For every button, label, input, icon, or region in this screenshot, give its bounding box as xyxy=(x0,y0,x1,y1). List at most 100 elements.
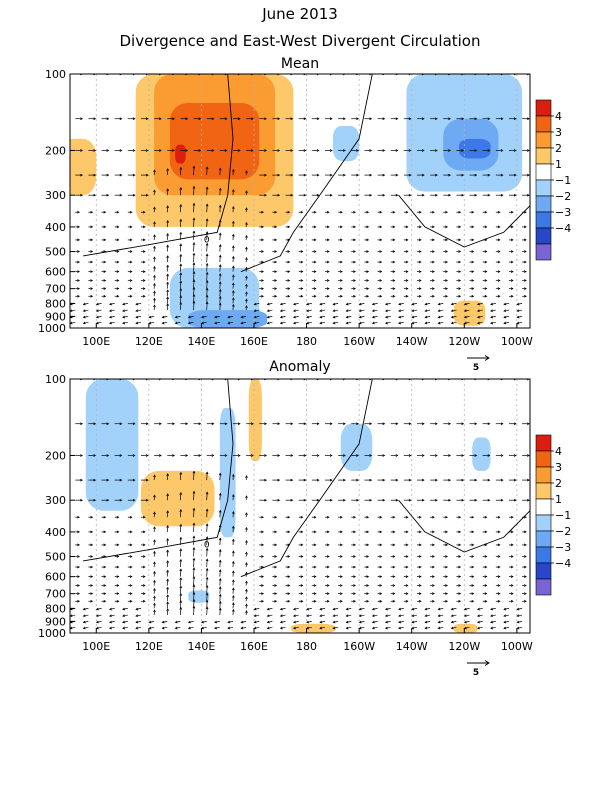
colorbar-swatch xyxy=(535,147,552,165)
wind-vector-head xyxy=(218,254,222,258)
divergence-region xyxy=(169,102,260,180)
wind-vector-head xyxy=(306,620,310,624)
wind-vector xyxy=(175,626,181,629)
wind-vector xyxy=(166,282,169,289)
y-tick-label: 500 xyxy=(45,551,66,564)
wind-vector-head xyxy=(153,539,156,543)
wind-vector-head xyxy=(379,294,383,298)
wind-vector-head xyxy=(316,74,320,76)
wind-vector xyxy=(464,626,470,629)
wind-vector xyxy=(254,608,260,610)
wind-vector-head xyxy=(461,422,465,426)
wind-vector-head xyxy=(369,173,373,177)
wind-vector-head xyxy=(192,557,196,561)
wind-vector xyxy=(162,621,168,623)
wind-vector-head xyxy=(484,210,488,214)
wind-vector-head xyxy=(435,478,438,482)
wind-vector-head xyxy=(303,193,307,197)
wind-vector-head xyxy=(103,575,107,579)
y-tick-label: 800 xyxy=(45,602,66,615)
wind-vector-head xyxy=(179,280,183,284)
wind-vector-head xyxy=(497,238,501,242)
wind-vector-head xyxy=(524,260,527,264)
wind-vector xyxy=(490,626,496,629)
wind-vector-head xyxy=(408,478,412,482)
colorbar-swatch xyxy=(535,434,552,452)
wind-vector xyxy=(232,290,234,297)
wind-vector-head xyxy=(277,193,281,197)
wind-vector-head xyxy=(392,565,396,569)
plot-frame xyxy=(69,378,531,634)
wind-vector xyxy=(83,303,89,305)
wind-vector-head xyxy=(264,149,267,152)
wind-vector-head xyxy=(274,270,278,274)
wind-vector xyxy=(188,316,194,318)
colorbar-swatch xyxy=(535,195,552,213)
wind-vector-head xyxy=(487,117,491,121)
wind-vector-head xyxy=(205,606,209,610)
wind-vector xyxy=(166,579,169,586)
wind-vector-head xyxy=(411,302,415,306)
wind-vector-head xyxy=(287,270,291,274)
wind-vector xyxy=(293,614,299,617)
wind-vector-head xyxy=(326,210,330,214)
wind-vector-head xyxy=(77,238,80,242)
wind-vector-head xyxy=(408,149,412,152)
wind-vector-head xyxy=(245,512,248,516)
wind-vector-head xyxy=(129,575,133,579)
wind-vector-head xyxy=(326,294,330,298)
wind-vector-head xyxy=(313,599,317,603)
wind-vector-head xyxy=(353,555,356,558)
wind-vector xyxy=(206,204,208,213)
wind-vector-head xyxy=(424,620,428,624)
wind-vector xyxy=(219,244,221,252)
y-tick-label: 100 xyxy=(45,373,66,386)
wind-vector-head xyxy=(245,580,248,584)
wind-vector-head xyxy=(277,478,281,482)
wind-vector-head xyxy=(343,173,346,177)
wind-vector xyxy=(464,621,470,623)
wind-vector xyxy=(166,220,169,227)
wind-vector-head xyxy=(103,294,107,298)
wind-vector-head xyxy=(142,279,146,282)
wind-vector-head xyxy=(474,117,478,121)
wind-vector xyxy=(193,558,195,568)
wind-vector-head xyxy=(77,555,80,558)
wind-vector xyxy=(385,626,391,629)
wind-vector-head xyxy=(474,478,478,482)
wind-vector-head xyxy=(395,193,399,197)
x-tick-label: 120E xyxy=(135,335,163,348)
wind-vector xyxy=(333,608,339,610)
wind-vector xyxy=(193,279,195,289)
wind-vector xyxy=(398,626,404,629)
wind-vector-head xyxy=(418,555,422,558)
wind-vector xyxy=(153,291,155,297)
wind-vector-head xyxy=(93,478,97,482)
wind-vector-head xyxy=(384,614,388,618)
wind-vector-head xyxy=(172,379,175,381)
wind-vector-head xyxy=(218,288,222,292)
wind-vector-head xyxy=(432,575,435,579)
wind-vector-head xyxy=(432,599,435,603)
wind-vector-head xyxy=(251,379,254,381)
wind-vector xyxy=(153,571,155,577)
wind-vector xyxy=(153,190,155,196)
wind-vector-head xyxy=(266,315,270,319)
divergence-region xyxy=(188,590,210,603)
wind-vector-head xyxy=(274,599,278,603)
wind-vector-head xyxy=(116,287,120,291)
wind-vector-head xyxy=(287,575,291,579)
colorbar-swatch xyxy=(535,466,552,484)
wind-vector-head xyxy=(448,379,451,381)
wind-vector xyxy=(451,303,457,305)
wind-vector-head xyxy=(82,607,86,611)
wind-vector xyxy=(135,316,142,318)
wind-vector-head xyxy=(497,287,501,291)
wind-vector-head xyxy=(303,117,307,121)
wind-vector xyxy=(153,603,155,609)
wind-vector-head xyxy=(159,454,162,457)
wind-vector-head xyxy=(300,565,304,569)
wind-vector-head xyxy=(90,599,94,603)
wind-vector-head xyxy=(166,608,169,611)
wind-vector-head xyxy=(332,607,336,611)
